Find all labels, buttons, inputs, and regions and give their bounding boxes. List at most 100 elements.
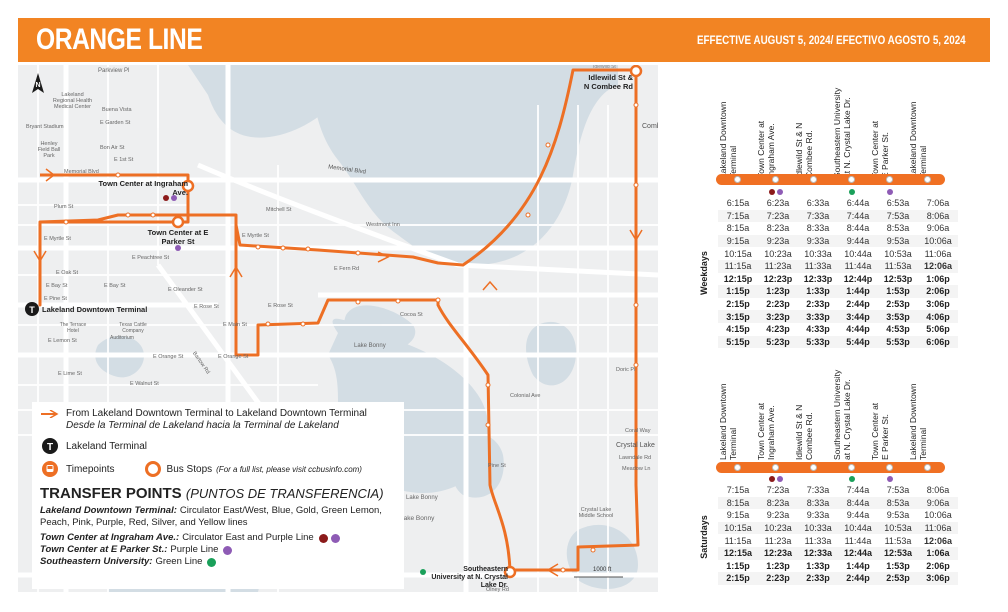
street-label: E Bay St: [46, 283, 68, 289]
departure-time: 1:44p: [846, 560, 870, 571]
stop-header: Town Center at Ingraham Ave.: [756, 402, 776, 460]
scale-bar-label: 1000 ft: [593, 567, 612, 573]
schedule-row: 12:15a 12:23a 12:33a 12:44a 12:53a 1:06a: [718, 546, 958, 560]
street-label: Cocoa St: [400, 312, 423, 318]
departure-time: 12:06a: [923, 535, 953, 546]
legend-stops: Timepoints Bus Stops (For a full list, p…: [40, 461, 396, 477]
departure-time: 7:15a: [726, 485, 750, 496]
departure-time: 2:53p: [878, 572, 918, 585]
departure-time: 6:53a: [886, 198, 910, 209]
departure-time: 9:06a: [918, 496, 958, 510]
departure-time: 1:15p: [726, 560, 750, 571]
departure-time: 5:53p: [878, 335, 918, 349]
departure-time: 3:06p: [918, 572, 958, 585]
departure-time: 9:44a: [838, 234, 878, 248]
departure-time: 1:33p: [798, 285, 838, 298]
departure-time: 10:06a: [918, 234, 958, 248]
departure-time: 10:53a: [878, 521, 918, 535]
departure-time: 1:53p: [878, 285, 918, 298]
departure-time: 11:23a: [758, 259, 798, 273]
departure-time: 3:23p: [758, 310, 798, 323]
departure-time: 12:23p: [763, 273, 793, 284]
departure-time: 2:06p: [926, 560, 950, 571]
stop-header: Southeastern University at N. Crystal La…: [832, 369, 852, 460]
departure-time: 3:53p: [878, 310, 918, 323]
stop-marker: [772, 176, 779, 183]
departure-time: 2:44p: [846, 299, 870, 310]
poi-label: Henley Field Ball Park: [37, 141, 61, 159]
departure-time: 6:44a: [846, 198, 870, 209]
departure-time: 2:15p: [726, 299, 750, 310]
departure-time: 11:23a: [764, 535, 792, 546]
departure-time: 1:44p: [838, 285, 878, 298]
poi-label: Crystal Lake Middle School: [578, 507, 614, 519]
legend-direction: From Lakeland Downtown Terminal to Lakel…: [40, 408, 396, 419]
departure-time: 11:06a: [918, 521, 958, 535]
departure-time: 5:23p: [758, 335, 798, 349]
schedule-row: 10:15a 10:23a 10:33a 10:44a 10:53a 11:06a: [718, 247, 958, 260]
svg-text:T: T: [47, 442, 53, 453]
stop-marker: [924, 464, 931, 471]
departure-time: 10:23a: [758, 521, 798, 535]
poi-label: Auditorium: [110, 335, 134, 341]
departure-time: 8:33a: [806, 223, 830, 234]
departure-time: 4:15p: [726, 324, 750, 335]
departure-time: 6:23a: [766, 198, 790, 209]
stop-header: Lakeland Downtown Terminal: [718, 383, 738, 460]
schedule-row: 7:15a 7:23a 7:33a 7:44a 7:53a 8:06a: [718, 484, 958, 497]
departure-time: 9:23a: [766, 510, 790, 521]
departure-time: 4:23p: [766, 324, 790, 335]
departure-time: 8:15a: [718, 496, 758, 510]
departure-time: 9:06a: [926, 223, 950, 234]
timepoint-label-terminal[interactable]: Lakeland Downtown Terminal: [42, 305, 148, 314]
departure-time: 4:53p: [886, 324, 910, 335]
street-label: E Pine St: [44, 296, 67, 302]
departure-time: 2:53p: [886, 299, 910, 310]
svg-text:N: N: [35, 82, 40, 89]
departure-time: 8:53a: [886, 223, 910, 234]
schedule-row: 8:15a 8:23a 8:33a 8:44a 8:53a 9:06a: [718, 496, 958, 510]
departure-time: 11:44a: [844, 535, 872, 546]
poi-label: Lakeland Regional Health Medical Center: [52, 92, 93, 110]
stop-header: Town Center at E Parker St.: [870, 120, 890, 178]
departure-time: 11:53a: [878, 259, 918, 273]
terminal-icon: T: [40, 438, 60, 454]
green-line-dot-icon: [207, 557, 217, 567]
departure-time: 11:15a: [718, 259, 758, 273]
stop-marker: [886, 464, 893, 471]
departure-time: 2:44p: [838, 572, 878, 585]
stop-marker: [772, 464, 779, 471]
saturday-schedule: Lakeland Downtown Terminal Town Center a…: [699, 370, 990, 602]
timepoint-label-southeastern[interactable]: Southeastern University at N. Crystal La…: [431, 566, 508, 589]
place-label: Combee: [642, 123, 658, 130]
weekday-times-table: 6:15a 6:23a 6:33a 6:44a 6:53a 7:06a 7:15a 7:23a…: [718, 197, 958, 349]
schedule-row: 3:15p 3:23p 3:33p 3:44p 3:53p 4:06p: [718, 310, 958, 323]
purple-line-dot-icon: [887, 476, 893, 482]
departure-time: 7:53a: [886, 485, 910, 496]
schedule-row: 4:15p 4:23p 4:33p 4:44p 4:53p 5:06p: [718, 323, 958, 336]
departure-time: 7:44a: [838, 209, 878, 223]
circulator-east-dot-icon: [318, 533, 328, 543]
street-label: E Walnut St: [130, 381, 159, 387]
transfer-southeastern: Southeastern University: Green Line: [40, 556, 396, 568]
departure-time: 7:23a: [758, 209, 798, 223]
departure-time: 7:53a: [878, 209, 918, 223]
departure-time: 12:33p: [803, 273, 833, 284]
schedule-row: 2:15p 2:23p 2:33p 2:44p 2:53p 3:06p: [718, 298, 958, 311]
timepoint-label-parker[interactable]: Town Center at E Parker St: [147, 228, 209, 246]
departure-time: 12:33a: [798, 546, 838, 560]
green-line-dot-icon: [849, 476, 855, 482]
timepoint-label-ingraham[interactable]: Town Center at Ingraham Ave.: [98, 179, 188, 197]
stop-marker: [848, 464, 855, 471]
purple-line-dot-icon: [330, 533, 340, 543]
departure-time: 9:15a: [726, 510, 750, 521]
schedule-row: 8:15a 8:23a 8:33a 8:44a 8:53a 9:06a: [718, 222, 958, 235]
departure-time: 12:15a: [718, 546, 758, 560]
schedule-row: 5:15p 5:23p 5:33p 5:44p 5:53p 6:06p: [718, 335, 958, 349]
departure-time: 2:33p: [798, 572, 838, 585]
departure-time: 2:15p: [718, 572, 758, 585]
timepoint-label-idlewild[interactable]: Idlewild St & N Combee Rd: [583, 73, 633, 91]
street-label: E Orange St: [218, 354, 249, 360]
departure-time: 12:53a: [878, 546, 918, 560]
departure-time: 11:33a: [804, 535, 832, 546]
